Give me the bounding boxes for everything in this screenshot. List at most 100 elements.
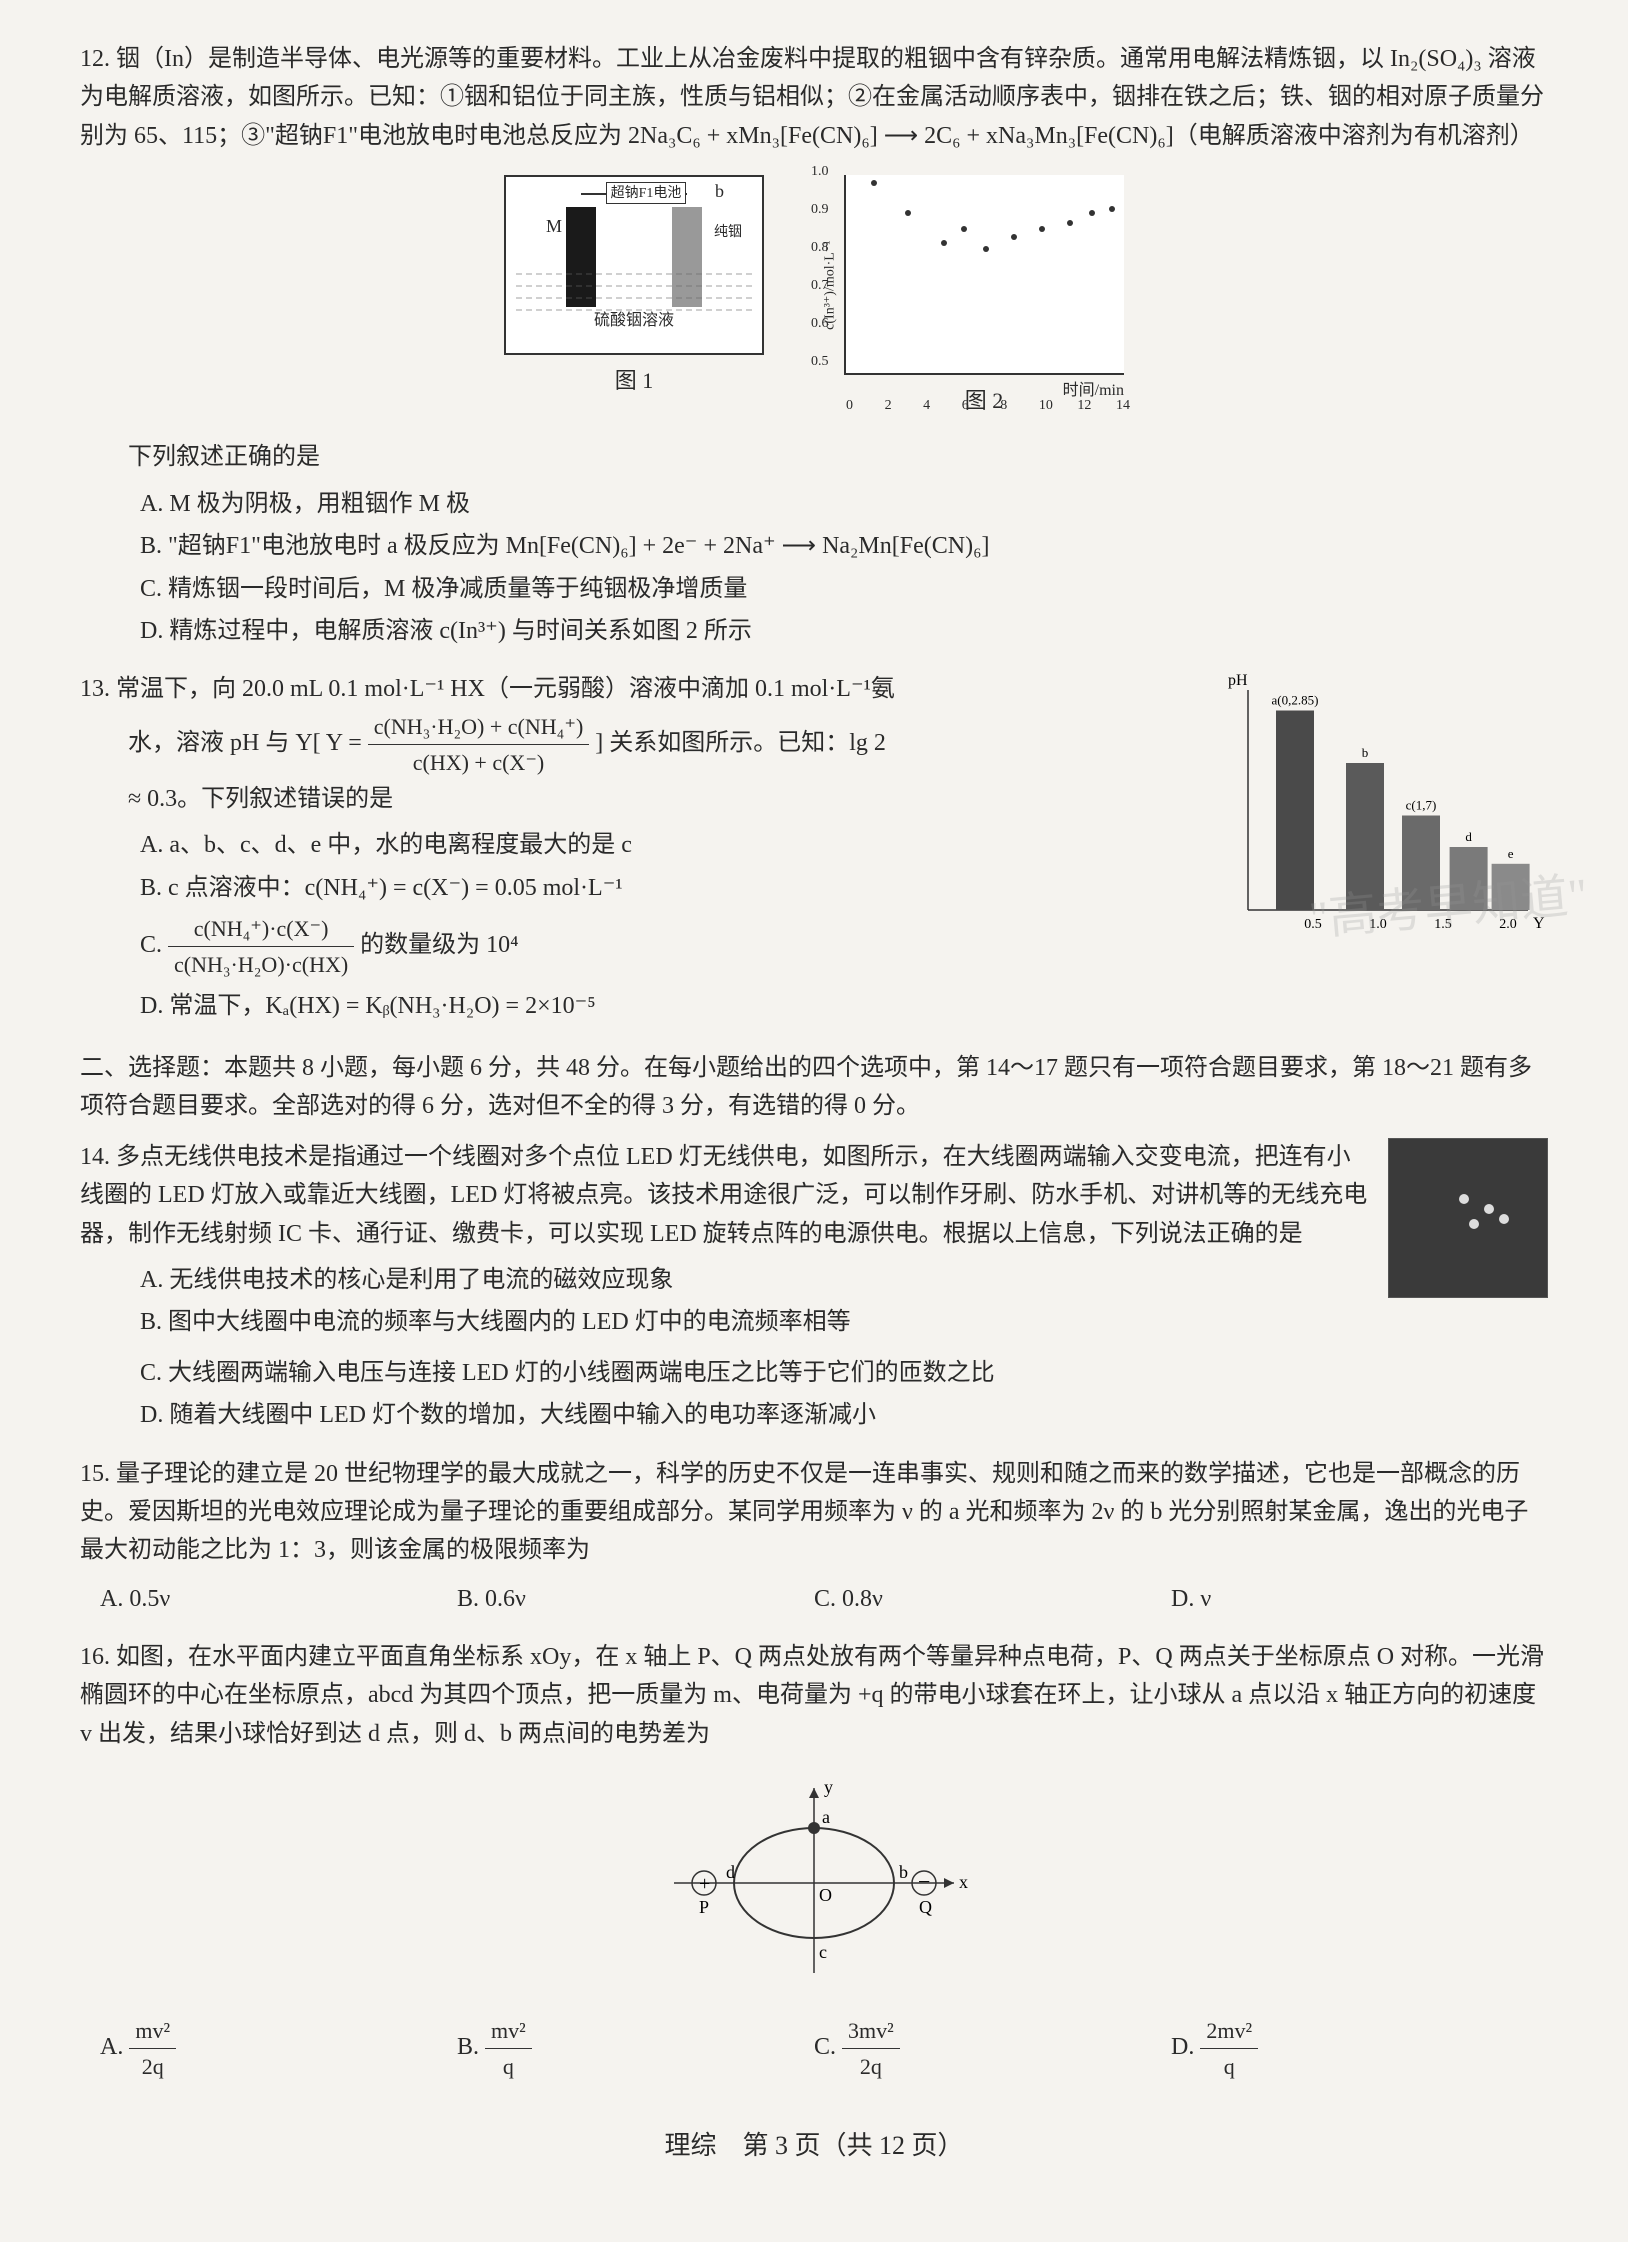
led-dot [1499, 1214, 1509, 1224]
svg-text:d: d [726, 1862, 735, 1882]
q13-opt-b: B. c 点溶液中：c(NH₄⁺) = c(X⁻) = 0.05 mol·L⁻¹ [140, 869, 1188, 907]
frac-num: c(NH₃·H₂O) + c(NH₄⁺) [368, 709, 590, 745]
svg-text:b: b [1362, 745, 1369, 760]
svg-text:1.0: 1.0 [1369, 917, 1387, 932]
a-pre: A. [100, 2034, 123, 2060]
page-footer: 理综 第 3 页（共 12 页） [80, 2125, 1548, 2167]
x-axis-label: 时间/min [1063, 378, 1124, 404]
q15-text: 量子理论的建立是 20 世纪物理学的最大成就之一，科学的历史不仅是一连串事实、规… [80, 1461, 1528, 1564]
q14-opt-c: C. 大线圈两端输入电压与连接 LED 灯的小线圈两端电压之比等于它们的匝数之比 [140, 1354, 1548, 1392]
q14-opt-d: D. 随着大线圈中 LED 灯个数的增加，大线圈中输入的电功率逐渐减小 [140, 1396, 1548, 1434]
figure-2: c(In³⁺)/mol·L⁻¹ 0.50.60.70.80.91.0 02468… [844, 175, 1124, 418]
q13-number: 13. [80, 676, 110, 702]
svg-text:x: x [959, 1872, 968, 1892]
b-label: b [715, 177, 724, 206]
frac-den: c(HX) + c(X⁻) [368, 745, 590, 780]
svg-text:e: e [1508, 846, 1514, 861]
led-dot [1469, 1219, 1479, 1229]
scatter-point [905, 210, 911, 216]
scatter-point [941, 240, 947, 246]
c-pre: C. [814, 2034, 836, 2060]
q15-opt-c: C. 0.8ν [814, 1580, 1171, 1618]
q12-number: 12. [80, 46, 110, 72]
svg-text:d: d [1465, 829, 1472, 844]
d-pre: D. [1171, 2034, 1194, 2060]
q13-fraction-y: c(NH₃·H₂O) + c(NH₄⁺) c(HX) + c(X⁻) [368, 709, 590, 780]
svg-text:a: a [822, 1807, 830, 1827]
q13-c-pre: C. [140, 932, 162, 958]
scatter-point [1067, 220, 1073, 226]
svg-text:P: P [699, 1897, 709, 1917]
question-13: 13. 常温下，向 20.0 mL 0.1 mol·L⁻¹ HX（一元弱酸）溶液… [80, 670, 1548, 1029]
q15-opt-d: D. ν [1171, 1580, 1528, 1618]
q16-number: 16. [80, 1644, 110, 1670]
q16-text: 如图，在水平面内建立平面直角坐标系 xOy，在 x 轴上 P、Q 两点处放有两个… [80, 1644, 1544, 1747]
led-dot [1459, 1194, 1469, 1204]
q13-intro: 常温下，向 20.0 mL 0.1 mol·L⁻¹ HX（一元弱酸）溶液中滴加 … [116, 676, 895, 702]
q13-intro3: ≈ 0.3。下列叙述错误的是 [80, 780, 1188, 818]
scatter-point [871, 180, 877, 186]
q12-options: A. M 极为阴极，用粗铟作 M 极 B. "超钠F1"电池放电时 a 极反应为… [80, 485, 1548, 651]
figure-1: 超钠F1电池 M b 纯铟 硫酸铟溶液 图 1 [504, 175, 764, 418]
svg-text:a(0,2.85): a(0,2.85) [1272, 693, 1319, 708]
q12-opt-a: A. M 极为阴极，用粗铟作 M 极 [140, 485, 1548, 523]
ellipse-diagram: y x a b c d O P Q + − [80, 1773, 1548, 1993]
scatter-point [1039, 226, 1045, 232]
q12-stem: 下列叙述正确的是 [80, 438, 1548, 476]
question-15: 15. 量子理论的建立是 20 世纪物理学的最大成就之一，科学的历史不仅是一连串… [80, 1455, 1548, 1619]
svg-text:1.5: 1.5 [1434, 917, 1452, 932]
svg-text:0.5: 0.5 [1304, 917, 1322, 932]
a-frac: mv² 2q [129, 2013, 176, 2084]
q15-options: A. 0.5ν B. 0.6ν C. 0.8ν D. ν [80, 1580, 1548, 1618]
svg-text:O: O [819, 1885, 832, 1905]
q13-c-fraction: c(NH₄⁺)·c(X⁻) c(NH₃·H₂O)·c(HX) [168, 911, 354, 982]
q12-intro: 铟（In）是制造半导体、电光源等的重要材料。工业上从冶金废料中提取的粗铟中含有锌… [80, 46, 1544, 149]
b-pre: B. [457, 2034, 479, 2060]
q15-number: 15. [80, 1461, 110, 1487]
anode-label: 纯铟 [714, 222, 742, 244]
section-2-header: 二、选择题：本题共 8 小题，每小题 6 分，共 48 分。在每小题给出的四个选… [80, 1049, 1548, 1126]
q14-number: 14. [80, 1144, 110, 1170]
fig2-label: 图 2 [965, 383, 1004, 418]
question-14: 14. 多点无线供电技术是指通过一个线圈对多个点位 LED 灯无线供电，如图所示… [80, 1138, 1548, 1435]
q15-opt-a: A. 0.5ν [100, 1580, 457, 1618]
q14-opt-a: A. 无线供电技术的核心是利用了电流的磁效应现象 [140, 1261, 1368, 1299]
svg-text:+: + [699, 1873, 710, 1895]
q16-options: A. mv² 2q B. mv² q C. 3mv² 2q D. 2mv² q [80, 2013, 1548, 2084]
svg-text:Q: Q [919, 1897, 932, 1917]
svg-text:b: b [899, 1862, 908, 1882]
q16-opt-a: A. mv² 2q [100, 2013, 457, 2084]
q13-opt-a: A. a、b、c、d、e 中，水的电离程度最大的是 c [140, 826, 1188, 864]
q16-opt-c: C. 3mv² 2q [814, 2013, 1171, 2084]
q13-opt-d: D. 常温下，Kₐ(HX) = Kᵦ(NH₃·H₂O) = 2×10⁻⁵ [140, 987, 1188, 1025]
scatter-point [1011, 234, 1017, 240]
svg-text:c(1,7): c(1,7) [1406, 798, 1437, 813]
q13-bar-chart: pH a(0,2.85)bc(1,7)de 0.51.01.52.0 Y [1208, 670, 1548, 950]
scatter-point [1089, 210, 1095, 216]
solution-label: 硫酸铟溶液 [594, 308, 674, 334]
svg-text:c: c [819, 1942, 827, 1962]
c-frac-num: c(NH₄⁺)·c(X⁻) [168, 911, 354, 947]
q14-opt-b: B. 图中大线圈中电流的频率与大线圈内的 LED 灯中的电流频率相等 [140, 1303, 1368, 1341]
scatter-point [983, 246, 989, 252]
b-frac: mv² q [485, 2013, 532, 2084]
led-dot [1484, 1204, 1494, 1214]
q13-intro2-post: ] 关系如图所示。已知：lg 2 [595, 730, 886, 756]
q14-image [1388, 1138, 1548, 1298]
svg-text:Y: Y [1533, 915, 1545, 932]
battery-label: 超钠F1电池 [606, 182, 686, 204]
svg-text:y: y [824, 1777, 833, 1797]
q14-text: 多点无线供电技术是指通过一个线圈对多个点位 LED 灯无线供电，如图所示，在大线… [80, 1144, 1367, 1247]
q13-opt-c: C. c(NH₄⁺)·c(X⁻) c(NH₃·H₂O)·c(HX) 的数量级为 … [140, 911, 1188, 982]
q16-opt-d: D. 2mv² q [1171, 2013, 1528, 2084]
q12-opt-d: D. 精炼过程中，电解质溶液 c(In³⁺) 与时间关系如图 2 所示 [140, 612, 1548, 650]
d-frac: 2mv² q [1200, 2013, 1258, 2084]
q12-opt-b: B. "超钠F1"电池放电时 a 极反应为 Mn[Fe(CN)₆] + 2e⁻ … [140, 527, 1548, 565]
q13-options: A. a、b、c、d、e 中，水的电离程度最大的是 c B. c 点溶液中：c(… [80, 826, 1188, 1025]
svg-text:−: − [918, 1869, 930, 1894]
question-12: 12. 铟（In）是制造半导体、电光源等的重要材料。工业上从冶金废料中提取的粗铟… [80, 40, 1548, 650]
fig1-label: 图 1 [615, 363, 654, 398]
ph-label: pH [1228, 672, 1248, 689]
q13-intro2-pre: 水，溶液 pH 与 Y[ Y = [128, 730, 362, 756]
q14-options: A. 无线供电技术的核心是利用了电流的磁效应现象 B. 图中大线圈中电流的频率与… [80, 1261, 1368, 1342]
